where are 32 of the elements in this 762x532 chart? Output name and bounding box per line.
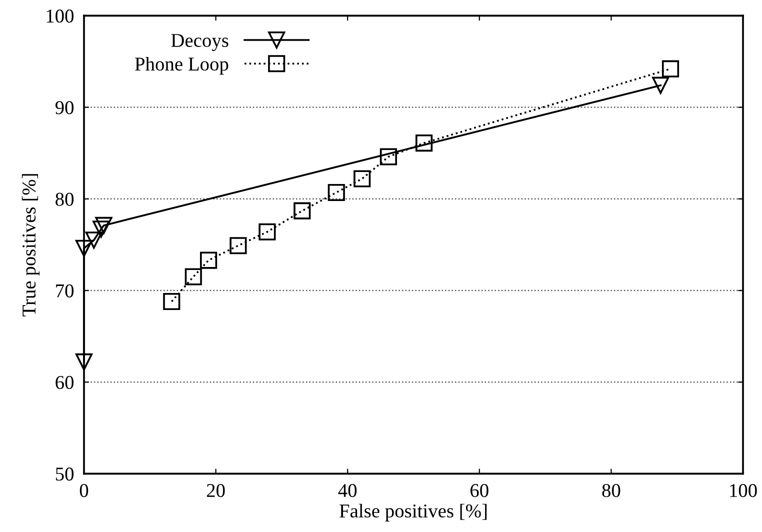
x-axis-title: False positives [%] bbox=[340, 504, 487, 522]
y-axis-title: True positives [%] bbox=[22, 174, 40, 316]
point bbox=[184, 268, 202, 286]
y-tick-label: 70 bbox=[56, 284, 74, 298]
point bbox=[652, 76, 670, 94]
point bbox=[662, 60, 680, 78]
x-tick-label: 20 bbox=[206, 484, 225, 498]
y-tick-label: 100 bbox=[46, 10, 74, 23]
point bbox=[354, 170, 371, 188]
point bbox=[416, 134, 433, 152]
x-tick-label: 100 bbox=[730, 484, 757, 498]
x-tick-label: 60 bbox=[470, 484, 488, 498]
y-tick-label: 60 bbox=[56, 376, 74, 390]
y-tick-label: 90 bbox=[55, 101, 74, 114]
point bbox=[95, 216, 112, 234]
point bbox=[75, 353, 93, 370]
point bbox=[328, 184, 345, 202]
point bbox=[75, 240, 93, 257]
x-tick-label: 0 bbox=[80, 484, 88, 498]
y-tick-label: 80 bbox=[56, 192, 74, 206]
legend-label: Phone Loop bbox=[135, 56, 228, 75]
point bbox=[380, 148, 397, 166]
x-tick-label: 80 bbox=[602, 484, 620, 498]
y-tick-label: 50 bbox=[56, 468, 74, 481]
x-tick-label: 40 bbox=[338, 484, 357, 498]
point bbox=[230, 237, 247, 254]
point bbox=[294, 202, 311, 220]
point bbox=[258, 223, 276, 240]
legend-label: Decoys bbox=[171, 34, 228, 52]
point bbox=[85, 232, 102, 249]
point bbox=[163, 292, 180, 310]
point bbox=[200, 252, 218, 269]
